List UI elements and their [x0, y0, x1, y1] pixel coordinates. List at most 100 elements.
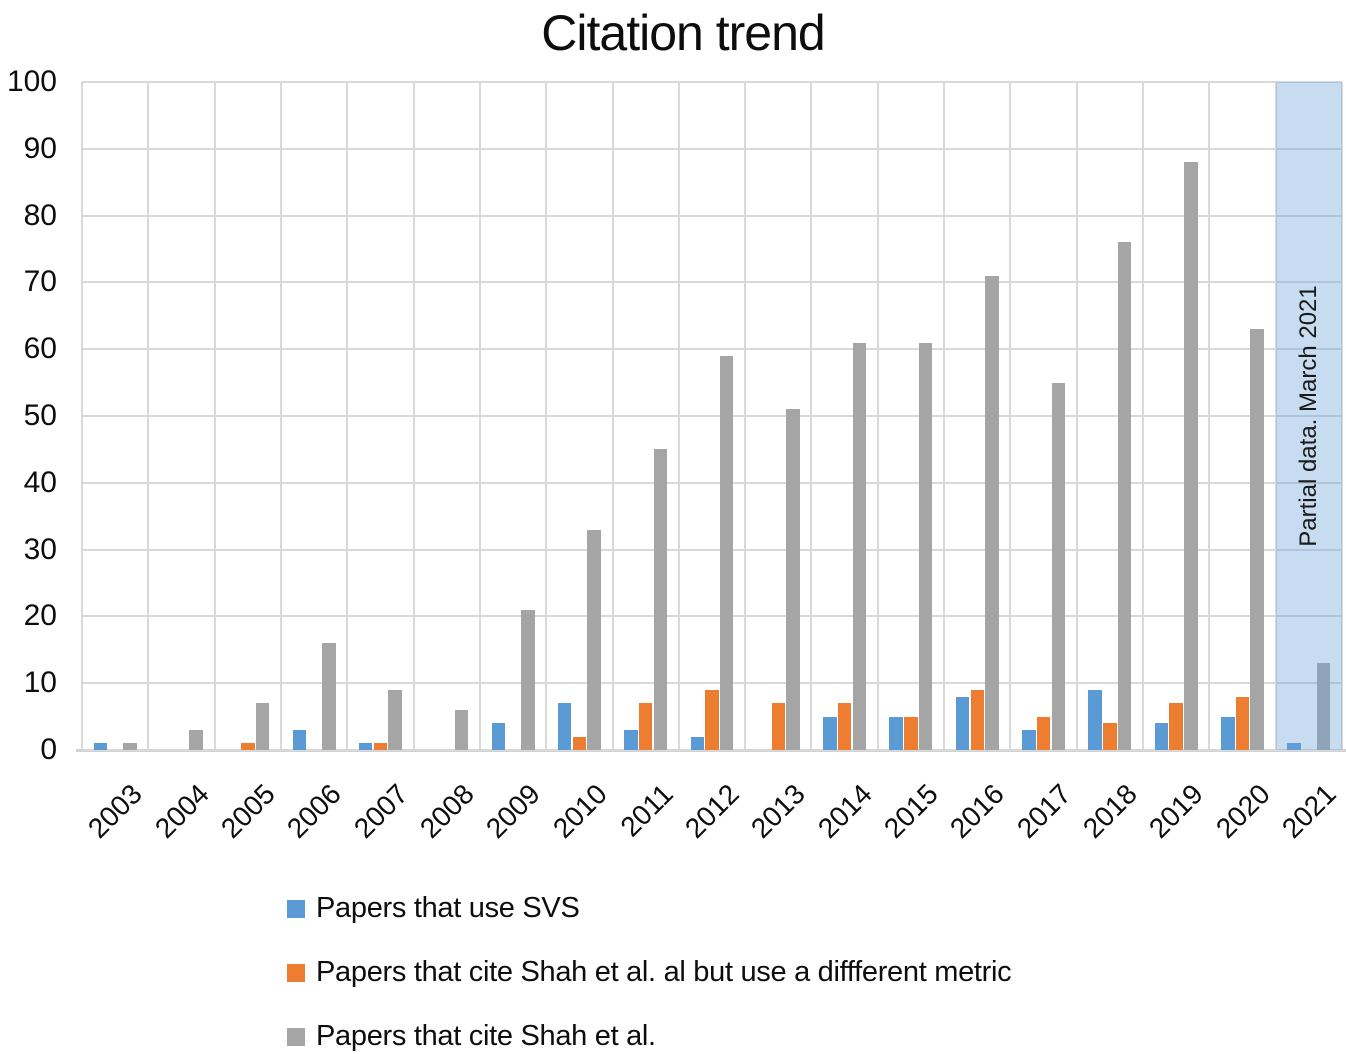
- gridline-vertical: [677, 82, 680, 750]
- bar-2016-cite-shah: [985, 275, 999, 750]
- gridline-vertical: [346, 82, 349, 750]
- gridline-vertical: [611, 82, 614, 750]
- bar-2010-use-svs: [557, 703, 572, 750]
- gridline-vertical: [545, 82, 548, 750]
- gridline-vertical: [876, 82, 879, 750]
- bar-2013-cite-shah: [786, 409, 800, 750]
- gridline-vertical: [943, 82, 946, 750]
- bar-2010-different-metric: [572, 736, 587, 750]
- gridline-vertical: [213, 82, 216, 750]
- bar-2014-use-svs: [823, 716, 837, 750]
- gridline-vertical: [1341, 82, 1343, 750]
- bar-2012-different-metric: [705, 689, 719, 750]
- legend-swatch-use-svs: [287, 899, 305, 918]
- gridline-horizontal: [82, 682, 1342, 685]
- bar-2011-use-svs: [624, 729, 638, 750]
- bar-2021-cite-shah: [1316, 663, 1331, 750]
- bar-2019-use-svs: [1154, 723, 1169, 750]
- bar-2018-cite-shah: [1117, 242, 1132, 750]
- gridline-vertical: [1009, 82, 1012, 750]
- y-axis-label: 50: [23, 399, 57, 432]
- bar-2019-cite-shah: [1184, 162, 1198, 750]
- bar-2007-cite-shah: [388, 689, 402, 750]
- legend-swatch-cite-shah: [287, 1027, 305, 1046]
- gridline-vertical: [810, 82, 813, 750]
- y-axis-label: 60: [23, 332, 57, 366]
- gridline-horizontal: [82, 214, 1342, 217]
- bar-2020-different-metric: [1235, 696, 1250, 750]
- bar-2007-different-metric: [373, 743, 388, 750]
- gridline-vertical: [744, 82, 747, 750]
- bar-2009-cite-shah: [521, 609, 535, 750]
- legend-swatch-different-metric: [287, 963, 305, 982]
- y-axis-label: 30: [23, 532, 57, 566]
- y-axis-label: 40: [23, 465, 57, 499]
- gridline-vertical: [147, 82, 150, 750]
- bar-2021-use-svs: [1287, 743, 1301, 750]
- gridline-horizontal: [82, 147, 1342, 150]
- gridline-horizontal: [82, 481, 1342, 484]
- bar-2017-different-metric: [1036, 716, 1051, 750]
- chart-title: Citation trend: [541, 5, 825, 61]
- bar-2015-cite-shah: [918, 342, 933, 750]
- bar-2007-use-svs: [358, 743, 373, 750]
- gridline-vertical: [412, 82, 415, 750]
- y-axis-label: 90: [23, 131, 57, 165]
- bar-2005-different-metric: [241, 743, 255, 750]
- legend-item-use-svs: Papers that use SVS: [287, 892, 1011, 924]
- gridline-horizontal: [82, 415, 1342, 417]
- legend-label-use-svs: Papers that use SVS: [316, 892, 580, 924]
- bar-2004-cite-shah: [189, 729, 203, 750]
- gridline-horizontal: [82, 281, 1342, 284]
- legend-label-different-metric: Papers that cite Shah et al. al but use …: [316, 956, 1012, 988]
- bar-2006-cite-shah: [322, 643, 336, 750]
- gridline-vertical: [1075, 82, 1078, 750]
- gridline-vertical: [81, 82, 83, 750]
- gridline-vertical: [1142, 82, 1145, 750]
- gridline-horizontal: [82, 81, 1342, 83]
- legend-item-different-metric: Papers that cite Shah et al. al but use …: [287, 956, 1012, 988]
- bar-2012-use-svs: [690, 736, 705, 750]
- bar-2015-use-svs: [889, 716, 903, 750]
- bar-2020-use-svs: [1221, 716, 1235, 750]
- bar-2013-different-metric: [771, 703, 786, 750]
- y-axis-label: 80: [23, 198, 57, 232]
- bar-2008-cite-shah: [454, 709, 469, 750]
- gridline-horizontal: [82, 615, 1342, 618]
- bar-2012-cite-shah: [719, 355, 734, 750]
- bar-2017-cite-shah: [1051, 382, 1066, 750]
- bar-2016-different-metric: [970, 689, 984, 750]
- bar-2015-different-metric: [904, 716, 918, 750]
- legend: Papers that use SVS Papers that cite Shah…: [287, 892, 1012, 1054]
- bar-2005-cite-shah: [255, 703, 270, 750]
- bar-2016-use-svs: [955, 696, 970, 750]
- gridline-vertical: [1208, 82, 1211, 750]
- gridline-vertical: [1274, 82, 1277, 750]
- bar-2018-use-svs: [1088, 689, 1102, 750]
- gridline-horizontal: [82, 348, 1342, 351]
- bar-2019-different-metric: [1169, 703, 1183, 750]
- bar-2003-cite-shah: [123, 743, 137, 750]
- gridline-vertical: [478, 82, 481, 750]
- y-axis-label: 100: [6, 65, 57, 98]
- gridline-horizontal: [82, 548, 1342, 551]
- legend-label-cite-shah: Papers that cite Shah et al.: [316, 1020, 656, 1052]
- bar-2020-cite-shah: [1250, 329, 1264, 750]
- y-axis-label: 20: [23, 599, 57, 633]
- y-axis-label: 70: [23, 265, 57, 299]
- bar-2010-cite-shah: [587, 529, 601, 750]
- plot-area: Partial data. March 2021: [76, 81, 1346, 752]
- y-axis-label: 0: [40, 733, 57, 766]
- gridline-horizontal: [82, 749, 1342, 751]
- gridline-vertical: [279, 82, 282, 750]
- bar-2018-different-metric: [1103, 723, 1117, 750]
- bar-2009-use-svs: [491, 723, 506, 750]
- bar-2006-use-svs: [292, 729, 307, 750]
- bar-2011-different-metric: [638, 703, 653, 750]
- legend-item-cite-shah: Papers that cite Shah et al.: [287, 1020, 1011, 1052]
- bar-2017-use-svs: [1022, 729, 1036, 750]
- bar-2014-cite-shah: [852, 342, 867, 750]
- bar-2011-cite-shah: [653, 449, 668, 750]
- bar-2003-use-svs: [93, 743, 108, 750]
